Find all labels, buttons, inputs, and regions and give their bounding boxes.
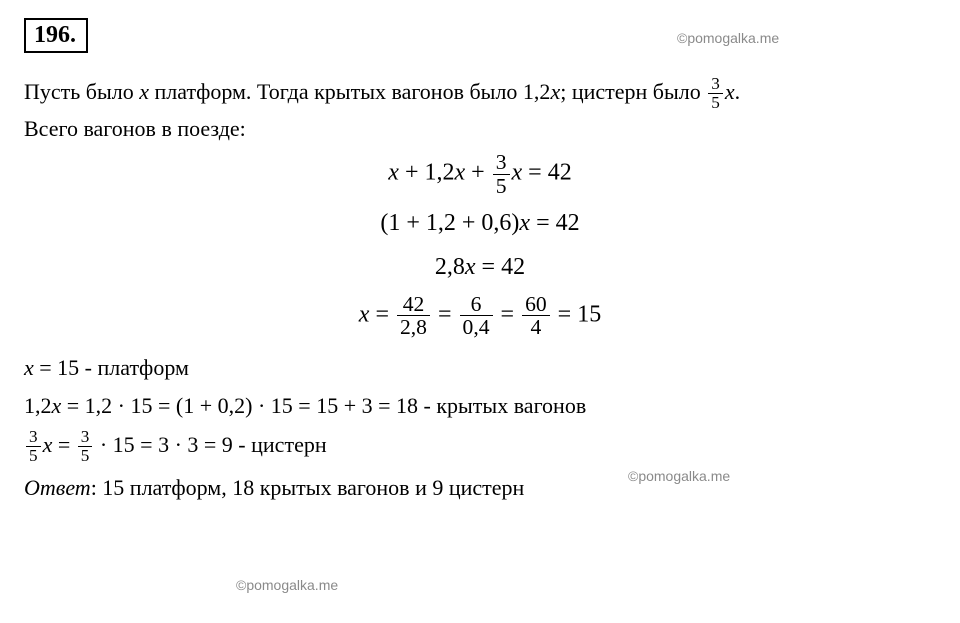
- numerator: 3: [708, 75, 723, 94]
- eq-text: = 15: [552, 301, 602, 327]
- equation-row: x + 1,2x + 35x = 42: [24, 151, 936, 197]
- answer-line: Ответ: 15 платформ, 18 крытых вагонов и …: [24, 475, 936, 501]
- watermark-top: ©pomogalka.me: [677, 30, 779, 46]
- fraction: 422,8: [397, 293, 430, 339]
- intro-line-1: Пусть было x платформ. Тогда крытых ваго…: [24, 75, 936, 112]
- eq-text: = 42: [530, 210, 580, 236]
- numerator: 3: [493, 151, 510, 175]
- equation-row: (1 + 1,2 + 0,6)x = 42: [24, 204, 936, 242]
- eq-text: = 42: [522, 160, 572, 186]
- watermark-bottom: ©pomogalka.me: [236, 577, 338, 593]
- answer-text: : 15 платформ, 18 крытых вагонов и 9 цис…: [91, 475, 525, 500]
- result-lines: x = 15 - платформ 1,2x = 1,2 · 15 = (1 +…: [24, 349, 936, 465]
- result-text: = 1,2 · 15 = (1 + 0,2) · 15 = 15 + 3 = 1…: [61, 393, 586, 418]
- numerator: 3: [78, 428, 93, 447]
- var-x: x: [512, 160, 523, 186]
- denominator: 5: [493, 175, 510, 198]
- fraction: 35: [26, 428, 41, 465]
- numerator: 6: [460, 293, 493, 317]
- equation-row: 2,8x = 42: [24, 248, 936, 286]
- page: 196. ©pomogalka.me Пусть было x платформ…: [0, 0, 960, 623]
- equation-block: x + 1,2x + 35x = 42 (1 + 1,2 + 0,6)x = 4…: [24, 151, 936, 338]
- intro-text: Пусть было: [24, 79, 139, 104]
- denominator: 4: [522, 316, 550, 339]
- intro-line-2: Всего вагонов в поезде:: [24, 112, 936, 145]
- answer-label: Ответ: [24, 475, 91, 500]
- eq-text: =: [432, 301, 458, 327]
- intro-text: ; цистерн было: [560, 79, 706, 104]
- eq-text: + 1,2: [399, 160, 455, 186]
- problem-number: 196.: [24, 18, 88, 53]
- fraction: 604: [522, 293, 550, 339]
- result-row: 35x = 35 · 15 = 3 · 3 = 9 - цистерн: [24, 426, 936, 465]
- var-x: x: [725, 79, 735, 104]
- eq-text: (1 + 1,2 + 0,6): [380, 210, 519, 236]
- intro-text: .: [735, 79, 741, 104]
- var-x: x: [43, 432, 53, 457]
- var-x: x: [388, 160, 399, 186]
- result-text: = 15 - платформ: [34, 355, 189, 380]
- numerator: 42: [397, 293, 430, 317]
- result-text: =: [52, 432, 75, 457]
- fraction: 35: [78, 428, 93, 465]
- fraction: 60,4: [460, 293, 493, 339]
- fraction: 35: [493, 151, 510, 197]
- eq-text: =: [369, 301, 395, 327]
- var-x: x: [519, 210, 530, 236]
- numerator: 60: [522, 293, 550, 317]
- var-x: x: [550, 79, 560, 104]
- result-row: 1,2x = 1,2 · 15 = (1 + 0,2) · 15 = 15 + …: [24, 387, 936, 426]
- denominator: 5: [26, 447, 41, 465]
- var-x: x: [24, 355, 34, 380]
- result-text: · 15 = 3 · 3 = 9 - цистерн: [94, 432, 326, 457]
- eq-text: 2,8: [435, 254, 465, 280]
- denominator: 5: [708, 94, 723, 112]
- eq-text: = 42: [476, 254, 526, 280]
- denominator: 5: [78, 447, 93, 465]
- var-x: x: [359, 301, 370, 327]
- denominator: 2,8: [397, 316, 430, 339]
- eq-text: =: [495, 301, 521, 327]
- intro-text: платформ. Тогда крытых вагонов было 1,2: [149, 79, 550, 104]
- result-row: x = 15 - платформ: [24, 349, 936, 388]
- var-x: x: [139, 79, 149, 104]
- var-x: x: [465, 254, 476, 280]
- var-x: x: [52, 393, 62, 418]
- eq-text: +: [465, 160, 491, 186]
- denominator: 0,4: [460, 316, 493, 339]
- var-x: x: [455, 160, 466, 186]
- numerator: 3: [26, 428, 41, 447]
- equation-row: x = 422,8 = 60,4 = 604 = 15: [24, 293, 936, 339]
- result-text: 1,2: [24, 393, 52, 418]
- fraction: 35: [708, 75, 723, 112]
